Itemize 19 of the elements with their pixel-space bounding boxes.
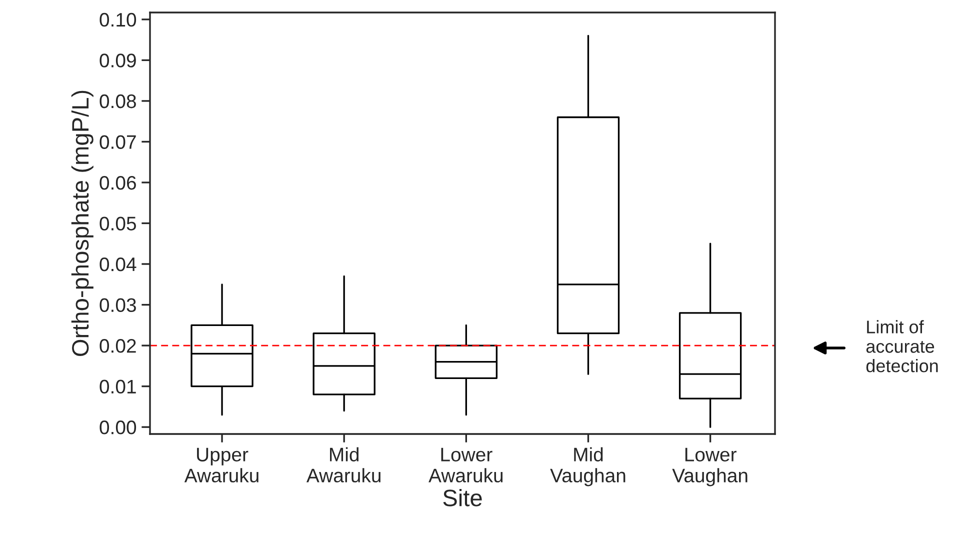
x-tick-label: Mid Vaughan xyxy=(550,447,626,486)
text: Limit of accurate detection xyxy=(866,320,938,372)
y-tick-label: 0.07 xyxy=(100,135,136,149)
x-axis-title: Site xyxy=(443,489,482,506)
y-tick-label: 0.09 xyxy=(100,54,136,68)
y-axis-title: Ortho-phosphate (mgP/L) xyxy=(71,90,94,356)
y-tick-label: 0.08 xyxy=(100,94,136,108)
y-tick-label: 0.06 xyxy=(100,176,136,190)
y-tick-label: 0.04 xyxy=(100,257,136,272)
x-tick-label: Lower Awaruku xyxy=(428,448,503,482)
x-tick-label: Upper Awaruku xyxy=(184,448,258,482)
y-tick-label: 0.10 xyxy=(100,12,136,27)
x-tick-label: Lower Vaughan xyxy=(672,448,748,486)
y-tick-label: 0.03 xyxy=(100,298,136,312)
y-tick-label: 0.01 xyxy=(100,380,136,394)
y-tick-label: 0.00 xyxy=(100,420,136,434)
x-tick-label: Mid Awaruku xyxy=(306,447,380,482)
y-tick-label: 0.02 xyxy=(100,339,136,353)
y-tick-label: 0.05 xyxy=(100,216,136,230)
